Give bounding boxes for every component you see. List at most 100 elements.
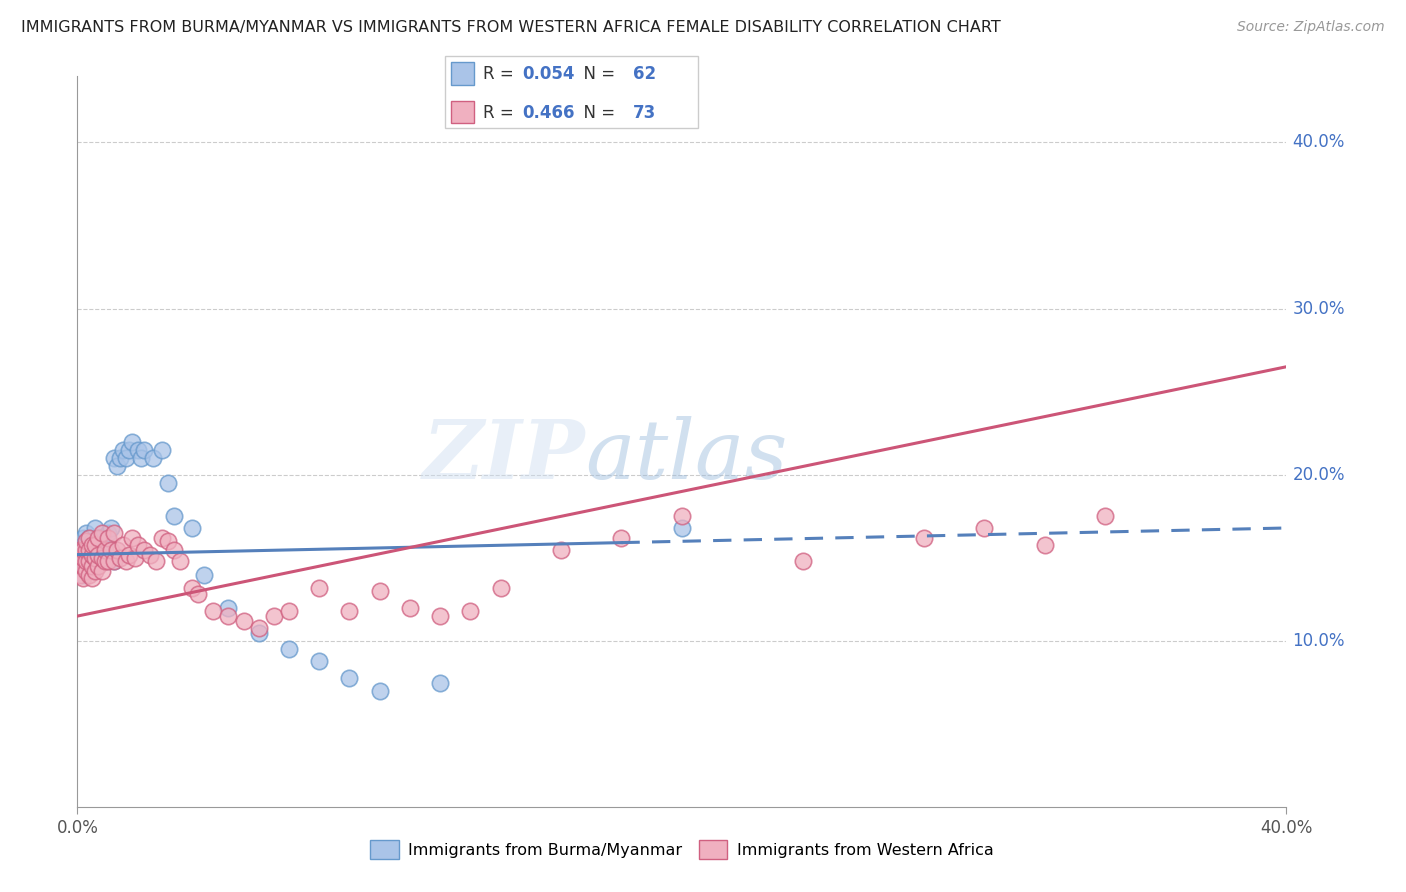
Point: [157, 534, 180, 549]
Point: [337, 671, 360, 685]
Point: [973, 521, 995, 535]
Point: [118, 548, 141, 562]
Point: [263, 609, 285, 624]
Point: [93, 550, 115, 565]
Text: N =: N =: [574, 65, 620, 83]
Point: [90, 554, 112, 568]
Point: [84, 550, 107, 565]
Text: Source: ZipAtlas.com: Source: ZipAtlas.com: [1237, 20, 1385, 34]
Point: [100, 542, 122, 557]
Text: IMMIGRANTS FROM BURMA/MYANMAR VS IMMIGRANTS FROM WESTERN AFRICA FEMALE DISABILIT: IMMIGRANTS FROM BURMA/MYANMAR VS IMMIGRA…: [21, 20, 1001, 35]
Point: [181, 581, 204, 595]
Point: [127, 442, 149, 457]
Point: [96, 554, 118, 568]
Point: [181, 521, 204, 535]
Point: [75, 564, 97, 578]
Point: [489, 581, 512, 595]
Point: [87, 531, 110, 545]
Text: 0.466: 0.466: [522, 103, 575, 121]
Point: [69, 542, 91, 557]
Point: [671, 509, 693, 524]
Point: [105, 459, 128, 474]
Point: [84, 559, 107, 574]
Point: [96, 554, 118, 568]
Point: [93, 542, 115, 557]
Point: [84, 550, 107, 565]
Point: [84, 564, 107, 578]
Point: [429, 609, 451, 624]
Text: 30.0%: 30.0%: [1292, 300, 1346, 318]
Point: [114, 554, 136, 568]
Point: [75, 542, 97, 557]
Point: [75, 550, 97, 565]
Point: [157, 476, 180, 491]
Point: [100, 521, 122, 535]
Text: N =: N =: [574, 103, 620, 121]
Point: [82, 559, 104, 574]
Point: [132, 442, 155, 457]
Point: [792, 554, 814, 568]
Text: 73: 73: [633, 103, 657, 121]
Legend: Immigrants from Burma/Myanmar, Immigrants from Western Africa: Immigrants from Burma/Myanmar, Immigrant…: [364, 834, 1000, 865]
Point: [90, 531, 112, 545]
Point: [108, 550, 131, 565]
Point: [121, 434, 143, 449]
Point: [72, 571, 94, 585]
Point: [247, 621, 270, 635]
Point: [114, 451, 136, 466]
Point: [79, 554, 101, 568]
Point: [79, 538, 101, 552]
Text: 20.0%: 20.0%: [1292, 466, 1346, 483]
Point: [79, 554, 101, 568]
Text: 0.054: 0.054: [522, 65, 575, 83]
Point: [72, 542, 94, 557]
Point: [84, 542, 107, 557]
Point: [96, 525, 118, 540]
Point: [72, 559, 94, 574]
Point: [82, 541, 104, 555]
Point: [105, 542, 128, 557]
Point: [124, 550, 146, 565]
Point: [87, 548, 110, 562]
Point: [129, 451, 152, 466]
FancyBboxPatch shape: [451, 62, 474, 85]
Point: [72, 531, 94, 545]
Point: [69, 554, 91, 568]
Point: [72, 567, 94, 582]
Point: [75, 559, 97, 574]
Point: [139, 548, 162, 562]
Point: [187, 587, 209, 601]
Point: [108, 451, 131, 466]
Point: [399, 600, 422, 615]
Point: [103, 451, 125, 466]
Point: [912, 531, 935, 545]
Point: [75, 534, 97, 549]
Point: [550, 542, 572, 557]
Point: [111, 538, 134, 552]
Point: [79, 542, 101, 557]
Point: [79, 567, 101, 582]
Point: [169, 554, 191, 568]
Point: [82, 534, 104, 549]
FancyBboxPatch shape: [446, 56, 697, 128]
Point: [103, 554, 125, 568]
Point: [142, 451, 165, 466]
Point: [150, 442, 173, 457]
Point: [69, 550, 91, 565]
Point: [93, 554, 115, 568]
Point: [163, 542, 186, 557]
Point: [82, 564, 104, 578]
Point: [132, 542, 155, 557]
Point: [69, 567, 91, 582]
Point: [232, 614, 254, 628]
Point: [72, 550, 94, 565]
Point: [1094, 509, 1116, 524]
Point: [458, 604, 481, 618]
Point: [610, 531, 633, 545]
Point: [163, 509, 186, 524]
Point: [150, 531, 173, 545]
Text: 40.0%: 40.0%: [1292, 133, 1346, 152]
Point: [218, 609, 240, 624]
Text: R =: R =: [484, 103, 519, 121]
Point: [87, 531, 110, 545]
